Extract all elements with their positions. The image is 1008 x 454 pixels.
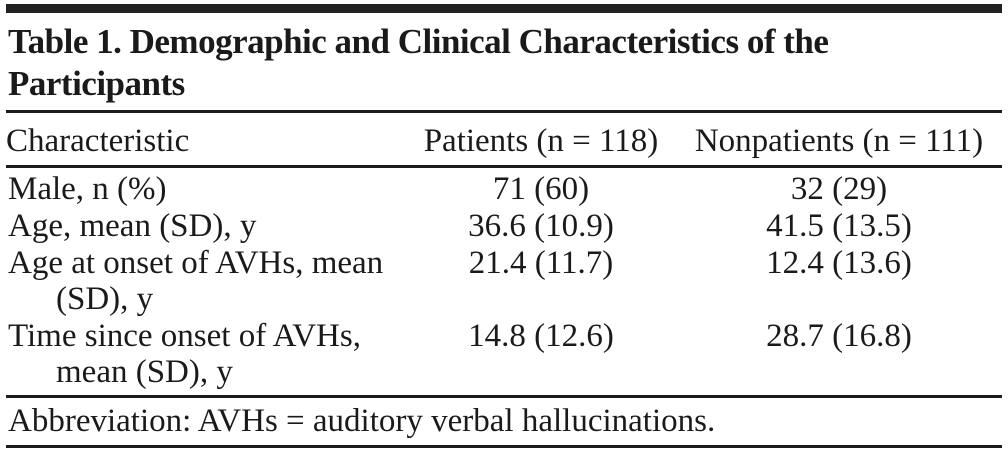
row-label: Time since onset of AVHs, mean (SD), y (8, 318, 361, 390)
column-header-characteristic: Characteristic (6, 113, 406, 168)
nonpatients-value: 41.5 (13.5) (766, 208, 912, 244)
header-row: Characteristic Patients (n = 118) Nonpat… (6, 113, 1002, 168)
nonpatients-value: 12.4 (13.6) (766, 245, 912, 281)
patients-value: 36.6 (10.9) (468, 208, 614, 244)
nonpatients-value: 32 (29) (790, 171, 888, 207)
row-label: Age at onset of AVHs, mean (SD), y (8, 245, 384, 317)
demographics-table: Characteristic Patients (n = 118) Nonpat… (6, 113, 1002, 395)
patients-value: 71 (60) (492, 171, 590, 207)
table-title: Table 1. Demographic and Clinical Charac… (8, 22, 829, 103)
table-row: Time since onset of AVHs, mean (SD), y 1… (6, 318, 1002, 395)
patients-value: 14.8 (12.6) (468, 318, 614, 354)
table-row: Age, mean (SD), y 36.6 (10.9) 41.5 (13.5… (6, 208, 1002, 245)
row-label: Age, mean (SD), y (8, 208, 257, 244)
top-rule (6, 4, 1002, 13)
footnote-rule (6, 395, 1002, 398)
title-rule (6, 110, 1002, 113)
table-row: Male, n (%) 71 (60) 32 (29) (6, 167, 1002, 209)
table-footnote: Abbreviation: AVHs = auditory verbal hal… (8, 403, 716, 439)
column-header-nonpatients: Nonpatients (n = 111) (676, 113, 1002, 168)
bottom-rule (6, 445, 1002, 448)
column-header-patients: Patients (n = 118) (406, 113, 676, 168)
patients-value: 21.4 (11.7) (468, 245, 614, 281)
table-row: Age at onset of AVHs, mean (SD), y 21.4 … (6, 245, 1002, 318)
nonpatients-value: 28.7 (16.8) (766, 318, 912, 354)
row-label: Male, n (%) (8, 171, 167, 207)
